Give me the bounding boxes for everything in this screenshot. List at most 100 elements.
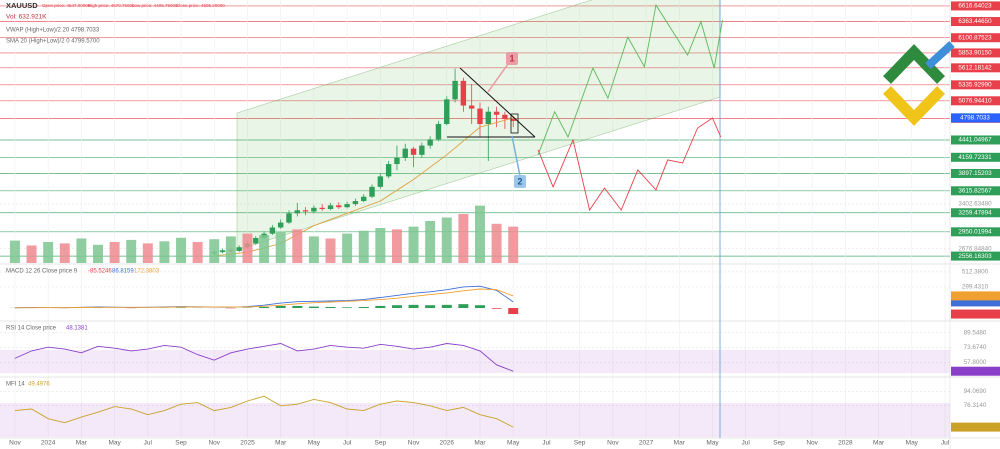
logo-shape	[925, 41, 955, 69]
price-label: 5076.94410	[958, 97, 992, 104]
candle-body	[510, 119, 516, 121]
mfi-band	[0, 403, 950, 437]
histogram-bar	[441, 304, 452, 309]
histogram-bar	[391, 305, 402, 309]
price-label-box	[951, 80, 1000, 90]
candle-body	[286, 213, 292, 223]
symbol: XAUUSD	[6, 1, 38, 10]
volume-bar	[225, 236, 236, 263]
volume-bar	[26, 245, 37, 263]
x-tick-label: Sep	[175, 440, 187, 447]
histogram-bar	[491, 308, 502, 309]
focus-box	[510, 113, 519, 134]
y-tick-label: 299.4310	[962, 284, 989, 291]
histogram-bar	[408, 304, 419, 309]
price-label: 4441.04967	[958, 137, 992, 144]
histogram-bar	[475, 305, 485, 309]
volume-bar	[59, 243, 70, 263]
y-tick-label: 76.3140	[964, 402, 987, 409]
price-label: 3259.47894	[958, 209, 992, 216]
x-tick-label: May	[507, 440, 520, 447]
x-tick-label: Nov	[208, 440, 220, 447]
annotation-box	[506, 52, 518, 65]
series-line	[537, 3, 723, 155]
ohlc-info: Low price: 4406.75000	[132, 3, 178, 8]
candle-body	[352, 201, 359, 205]
volume-bar	[142, 243, 153, 263]
price-label: 6616.64023	[958, 3, 992, 10]
histogram-bar	[508, 308, 519, 315]
volume-bar	[43, 242, 54, 263]
candle-body	[460, 80, 467, 106]
candle-body	[502, 114, 508, 120]
marks: 6616.64023 6363.44650 6100.87523 5853.90150…	[9, 1, 1000, 447]
candle-body	[394, 157, 400, 165]
x-tick-label: 2026	[440, 440, 455, 447]
x-tick-label: Jul	[542, 440, 551, 447]
price-label: 6100.87523	[958, 34, 992, 41]
histogram-bar	[375, 305, 386, 309]
x-tick-label: Mar	[275, 440, 287, 447]
indicator-info: SMA 20 (High+Low)/2 0 4799.5700	[6, 39, 100, 45]
rsi-band	[0, 350, 950, 373]
price-label-box	[951, 208, 1000, 218]
x-tick-label: Sep	[375, 440, 387, 447]
volume-bar	[109, 242, 120, 263]
volume-info: Vol: 632.921K	[6, 14, 47, 21]
x-tick-label: Nov	[607, 440, 619, 447]
y-tick-label: 2676.84840	[958, 245, 992, 252]
candle-body	[344, 204, 350, 208]
price-label-box	[951, 291, 1000, 301]
panel-value: -85.5246	[88, 269, 112, 275]
x-tick-label: 2027	[639, 440, 654, 447]
histogram-bar	[458, 304, 469, 309]
price-label: 2556.16303	[958, 253, 992, 260]
candle-body	[435, 124, 442, 140]
ohlc-info: Open price: 4547.00000	[42, 3, 91, 8]
volume-bar	[508, 226, 519, 263]
price-label-box	[951, 48, 1000, 58]
x-tick-label: Jul	[343, 440, 352, 447]
candle-body	[294, 210, 300, 214]
series-line	[537, 117, 722, 212]
volume-bar	[93, 244, 103, 263]
x-tick-label: 2028	[838, 440, 853, 447]
panel-value: 48.1381	[66, 326, 88, 332]
y-tick-label: 94.0690	[964, 388, 987, 395]
candle-body	[219, 250, 226, 253]
x-tick-label: Sep	[574, 440, 586, 447]
price-label-box	[951, 113, 1000, 123]
volume-bar	[391, 229, 402, 263]
price-label-box	[951, 309, 1000, 319]
candle-body	[269, 227, 276, 234]
volume-bar	[358, 230, 369, 263]
price-label: 4159.72331	[958, 154, 992, 161]
candle-body	[319, 207, 325, 210]
annotation: 1	[509, 53, 514, 63]
candle-body	[452, 80, 458, 100]
x-tick-label: Mar	[474, 440, 486, 447]
volume-bar	[491, 223, 502, 263]
candle-body	[410, 148, 417, 155]
price-label-box	[951, 366, 1000, 376]
volume-bar	[126, 239, 137, 263]
candle-body	[485, 111, 491, 125]
candle-body	[493, 111, 500, 115]
x-tick-label: Mar	[873, 440, 885, 447]
triangle-line	[459, 67, 536, 138]
volume-bar	[176, 237, 187, 263]
candle-body	[468, 105, 475, 109]
candle-body	[402, 148, 408, 158]
price-label-box	[951, 1, 1000, 11]
x-tick-label: Nov	[9, 440, 21, 447]
panel-title: MFI 14	[6, 382, 25, 388]
price-label: 5335.92990	[958, 82, 992, 89]
volume-bar	[375, 228, 386, 263]
volume-bar	[408, 226, 419, 263]
x-tick-label: Jul	[742, 440, 751, 447]
price-label: 6363.44650	[958, 18, 992, 25]
ohlc-info: High price: 4570.76000	[88, 3, 135, 8]
price-label-box	[951, 17, 1000, 27]
y-tick-label: 89.5480	[964, 329, 987, 336]
x-tick-label: May	[108, 440, 121, 447]
